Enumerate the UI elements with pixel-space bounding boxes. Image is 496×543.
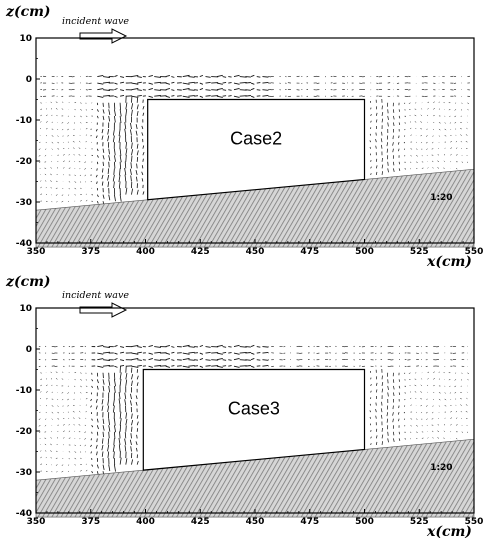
x-ticks: 350 375 400 425 450 475 500 525 550 [27, 239, 484, 257]
x-tick-label: 500 [355, 247, 374, 257]
z-tick-label: 10 [19, 34, 32, 44]
z-tick-label: -30 [16, 468, 32, 478]
velocity-vectors [38, 74, 471, 206]
x-tick-label: 400 [136, 247, 155, 257]
x-tick-label: 425 [191, 517, 210, 527]
x-tick-label: 350 [27, 247, 46, 257]
x-tick-label: 400 [136, 517, 155, 527]
slope-label: 1:20 [430, 463, 452, 473]
z-tick-label: 0 [26, 345, 32, 355]
incident-wave-arrow-icon [79, 302, 128, 318]
x-tick-label: 525 [410, 247, 429, 257]
z-tick-label: -40 [16, 509, 32, 519]
incident-wave-label: incident wave [62, 290, 129, 301]
submerged-structure [147, 98, 366, 201]
vector-field-plot-case2: z(cm) x(cm) incident wave Case2 1:20 350… [5, 4, 484, 268]
z-ticks: 10 0 -10 -20 -30 -40 [16, 304, 40, 519]
z-tick-label: 0 [26, 75, 32, 85]
incident-wave-arrow-icon [79, 28, 128, 44]
z-axis-label: z(cm) [5, 4, 51, 20]
x-tick-label: 550 [465, 247, 484, 257]
z-ticks: 10 0 -10 -20 -30 -40 [16, 34, 40, 249]
x-axis-label: x(cm) [426, 524, 472, 538]
x-tick-label: 475 [300, 247, 319, 257]
panel-case3: z(cm) x(cm) incident wave Case3 1:20 350… [0, 270, 496, 538]
z-axis-label: z(cm) [5, 274, 51, 290]
z-tick-label: -20 [16, 427, 32, 437]
slope-label: 1:20 [430, 193, 452, 203]
z-tick-label: -10 [16, 386, 32, 396]
vector-field-plot-case3: z(cm) x(cm) incident wave Case3 1:20 350… [5, 274, 484, 538]
panel-case2: z(cm) x(cm) incident wave Case2 1:20 350… [0, 0, 496, 268]
x-tick-label: 350 [27, 517, 46, 527]
x-tick-label: 425 [191, 247, 210, 257]
z-tick-label: 10 [19, 304, 32, 314]
x-tick-label: 375 [81, 517, 100, 527]
x-tick-label: 550 [465, 517, 484, 527]
case-label: Case3 [228, 399, 280, 419]
z-tick-label: -30 [16, 198, 32, 208]
z-tick-label: -10 [16, 116, 32, 126]
submerged-structure [142, 368, 366, 471]
x-tick-label: 475 [300, 517, 319, 527]
x-tick-label: 525 [410, 517, 429, 527]
case-label: Case2 [230, 129, 282, 149]
velocity-vectors [38, 344, 470, 477]
z-tick-label: -40 [16, 239, 32, 249]
incident-wave-label: incident wave [62, 16, 129, 27]
x-axis-label: x(cm) [426, 254, 472, 268]
x-tick-label: 450 [246, 247, 265, 257]
x-tick-label: 450 [246, 517, 265, 527]
x-ticks: 350 375 400 425 450 475 500 525 550 [27, 509, 484, 527]
x-tick-label: 375 [81, 247, 100, 257]
x-tick-label: 500 [355, 517, 374, 527]
z-tick-label: -20 [16, 157, 32, 167]
